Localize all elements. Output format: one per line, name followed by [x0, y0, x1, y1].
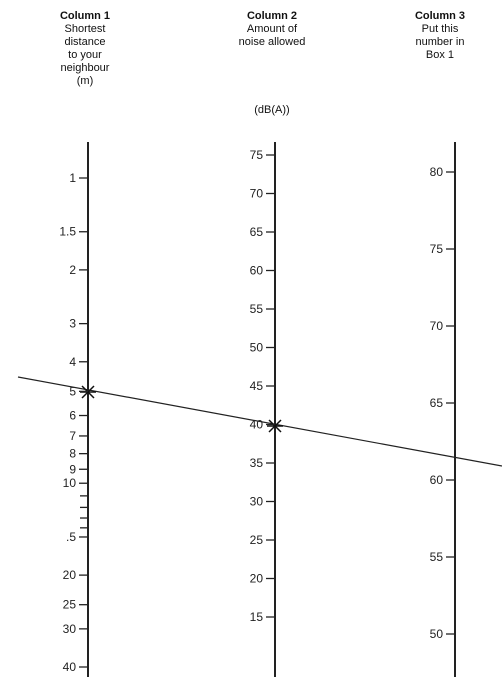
- column-2-header: Column 2 Amount of noise allowed: [212, 10, 332, 49]
- column-3-title: Column 3: [414, 10, 466, 22]
- column-2-description: Amount of noise allowed: [238, 23, 306, 48]
- box1-label: 70: [430, 319, 444, 333]
- distance-label: 9: [69, 462, 76, 476]
- distance-label: 30: [63, 622, 77, 636]
- distance-label: 25: [63, 598, 77, 612]
- noise-label: 65: [250, 225, 264, 239]
- distance-label: 40: [63, 660, 77, 674]
- distance-label: 1.5: [59, 225, 76, 239]
- column-1-title: Column 1: [59, 10, 111, 22]
- box1-label: 55: [430, 550, 444, 564]
- column-3-description: Put this number in Box 1: [415, 23, 465, 61]
- noise-label: 75: [250, 148, 264, 162]
- noise-label: 40: [250, 418, 264, 432]
- distance-label: 3: [69, 317, 76, 331]
- noise-label: 25: [250, 533, 264, 547]
- column-2-unit: (dB(A)): [254, 104, 290, 116]
- box1-label: 75: [430, 242, 444, 256]
- noise-label: 35: [250, 456, 264, 470]
- reading-line: [17, 376, 502, 467]
- noise-label: 70: [250, 187, 264, 201]
- column-3-scale: 80 75 70 65 60 55 50: [430, 165, 455, 641]
- distance-cross-mark: [80, 385, 96, 399]
- distance-label: .5: [66, 530, 76, 544]
- noise-label: 20: [250, 572, 264, 586]
- distance-label: 6: [69, 409, 76, 423]
- box1-label: 50: [430, 627, 444, 641]
- noise-label: 55: [250, 302, 264, 316]
- noise-label: 45: [250, 379, 264, 393]
- column-1-header: Column 1 Shortest distance to your neigh…: [40, 10, 130, 88]
- column-2-scale: 75 70 65 60 55 50 45 40 35 30 25 20 15: [250, 148, 275, 624]
- noise-label: 30: [250, 495, 264, 509]
- distance-label: 5: [69, 384, 76, 398]
- column-3-header: Column 3 Put this number in Box 1: [398, 10, 482, 62]
- box1-label: 65: [430, 396, 444, 410]
- box1-label: 80: [430, 165, 444, 179]
- distance-label: 2: [69, 263, 76, 277]
- noise-label: 15: [250, 610, 264, 624]
- distance-label: 1: [69, 171, 76, 185]
- distance-label: 7: [69, 429, 76, 443]
- distance-label: 8: [69, 447, 76, 461]
- box1-label: 60: [430, 473, 444, 487]
- noise-label: 60: [250, 264, 264, 278]
- distance-label: 20: [63, 568, 77, 582]
- noise-label: 50: [250, 341, 264, 355]
- column-1-description: Shortest distance to your neighbour (m): [60, 23, 110, 87]
- distance-label: 4: [69, 355, 76, 369]
- distance-label: 10: [63, 476, 77, 490]
- noise-cross-mark: [267, 419, 283, 433]
- column-2-title: Column 2: [246, 10, 298, 22]
